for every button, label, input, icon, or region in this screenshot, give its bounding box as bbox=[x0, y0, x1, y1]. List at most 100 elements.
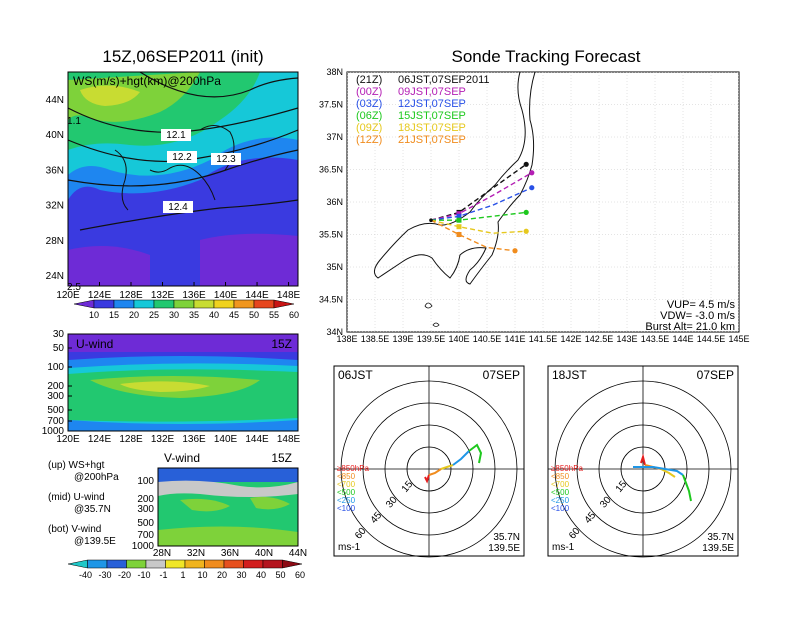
note-line-1: (bot) V-wind bbox=[48, 524, 101, 535]
v-y-tick-label: 700 bbox=[137, 530, 154, 541]
u-x-tick-label: 132E bbox=[151, 434, 175, 445]
left-title: 15Z,06SEP2011 (init) bbox=[102, 47, 263, 66]
burst-text: Burst Alt= 21.0 km bbox=[645, 321, 735, 333]
wind-colorbar-label: 50 bbox=[275, 570, 285, 580]
wind-colorbar-label: 40 bbox=[256, 570, 266, 580]
v-fill-low bbox=[158, 526, 298, 546]
contour-label: 1.1 bbox=[67, 116, 81, 127]
track-legend-utc: (06Z) bbox=[356, 110, 382, 122]
colorbar-swatch bbox=[233, 299, 255, 309]
v-fill-gray bbox=[158, 480, 298, 497]
u-y-tick-label: 300 bbox=[47, 391, 64, 402]
colorbar-label: 25 bbox=[149, 310, 159, 320]
map-x-tick-label: 132E bbox=[151, 290, 175, 301]
contour-north bbox=[139, 72, 298, 98]
v-y-tick-label: 200 bbox=[137, 494, 154, 505]
u-x-tick-label: 120E bbox=[56, 434, 80, 445]
u-frame bbox=[67, 333, 299, 432]
wind-colorbar-swatch bbox=[165, 559, 186, 569]
map-y-tick-label: 44N bbox=[46, 95, 64, 106]
colorbar-swatch bbox=[253, 299, 275, 309]
colorbar-label: 30 bbox=[169, 310, 179, 320]
wind-colorbar-label: 10 bbox=[197, 570, 207, 580]
map-y-tick-label: 32N bbox=[46, 201, 64, 212]
polar-date: 07SEP bbox=[483, 368, 520, 382]
colorbar-swatch bbox=[213, 299, 235, 309]
map-label: WS(m/s)+hgt(km)@200hPa bbox=[73, 74, 221, 88]
u-x-tick-label: 136E bbox=[182, 434, 206, 445]
contour-label-box bbox=[161, 129, 191, 141]
u-x-tick-label: 148E bbox=[277, 434, 301, 445]
track-grid bbox=[347, 72, 739, 332]
track-y-ticks: 38N 37.5N 37N 36.5N 36N 35.5N 35N 34.5N 34N bbox=[319, 67, 343, 337]
colorbar-label: 35 bbox=[189, 310, 199, 320]
polar-hodograph bbox=[640, 453, 646, 466]
track-legend-jst: 06JST,07SEP2011 bbox=[398, 74, 490, 86]
track-y-tick-label: 34N bbox=[326, 327, 343, 337]
polar-level-label: <100 bbox=[551, 504, 570, 513]
polar-time: 06JST bbox=[338, 368, 373, 382]
v-y-tick-label: 300 bbox=[137, 504, 154, 515]
wind-colorbar: -40 -30 -20 -10 -1 1 10 20 30 40 50 60 bbox=[67, 559, 305, 580]
polar-unit: ms-1 bbox=[338, 542, 361, 553]
ws-fill-10 bbox=[200, 233, 298, 286]
note-line-2: @35.7N bbox=[74, 504, 111, 515]
wind-colorbar-label: 20 bbox=[217, 570, 227, 580]
track-x-tick-label: 140E bbox=[448, 334, 469, 344]
track-y-tick-label: 34.5N bbox=[319, 295, 343, 305]
note-line-2: @139.5E bbox=[74, 536, 116, 547]
v-y-tick-label: 1000 bbox=[132, 541, 155, 552]
contour-label-box bbox=[211, 153, 241, 165]
colorbar-swatch bbox=[173, 299, 195, 309]
japan-coastline bbox=[374, 72, 536, 285]
polar-level-label: <250 bbox=[551, 496, 570, 505]
polar-hodograph bbox=[428, 468, 442, 476]
colorbar-swatch bbox=[193, 299, 215, 309]
track-x-ticks: 138E 138.5E 139E 139.5E 140E 140.5E 141E 141.5E… bbox=[336, 334, 749, 344]
launch-point bbox=[429, 218, 433, 222]
track-y-tick-label: 37N bbox=[326, 132, 343, 142]
map-x-tick-label: 136E bbox=[182, 290, 206, 301]
wind-colorbar-swatch bbox=[87, 559, 108, 569]
track-x-tick-label: 143.5E bbox=[641, 334, 670, 344]
contour-12.2 bbox=[68, 129, 298, 162]
vdw-text: VDW= -3.0 m/s bbox=[660, 310, 735, 322]
polar-level-label: <700 bbox=[551, 480, 570, 489]
track-legend-jst: 18JST,07SEP bbox=[398, 122, 466, 134]
map-y-tick-label: 28N bbox=[46, 236, 64, 247]
contour-labels: 12.1 12.2 12.3 12.4 1.1 2.5 bbox=[67, 116, 241, 293]
wind-colorbar-swatch bbox=[204, 559, 225, 569]
track-mid-marker bbox=[456, 213, 462, 219]
contour-label: 12.4 bbox=[168, 202, 188, 213]
polar-level-label: <850 bbox=[337, 472, 356, 481]
wind-colorbar-swatch bbox=[282, 559, 303, 569]
polar-hodograph bbox=[660, 468, 676, 478]
track-x-tick-label: 139E bbox=[392, 334, 413, 344]
colorbar-swatch bbox=[113, 299, 135, 309]
track-legend-utc: (12Z) bbox=[356, 134, 382, 146]
polar-level-label: <500 bbox=[551, 488, 570, 497]
colorbar-label: 15 bbox=[109, 310, 119, 320]
colorbar-label: 60 bbox=[289, 310, 299, 320]
polar-level-label: <850 bbox=[551, 472, 570, 481]
colorbar-label: 50 bbox=[249, 310, 259, 320]
track-y-tick-label: 35.5N bbox=[319, 230, 343, 240]
colorbar-label: 55 bbox=[269, 310, 279, 320]
track-legend-jst: 12JST,07SEP bbox=[398, 98, 466, 110]
map-x-tick-label: 124E bbox=[88, 290, 112, 301]
track-legend-utc: (00Z) bbox=[356, 86, 382, 98]
polar-hodograph bbox=[452, 450, 470, 466]
wind-colorbar-swatch bbox=[223, 559, 244, 569]
map-x-tick-label: 128E bbox=[119, 290, 143, 301]
wind-colorbar-label: -30 bbox=[98, 570, 111, 580]
polar-hodograph bbox=[440, 464, 454, 470]
polar-level-label: ≥850hPa bbox=[551, 464, 584, 473]
map-x-tick-label: 140E bbox=[214, 290, 238, 301]
map-y-tick-label: 24N bbox=[46, 271, 64, 282]
colorbar-label: 20 bbox=[129, 310, 139, 320]
